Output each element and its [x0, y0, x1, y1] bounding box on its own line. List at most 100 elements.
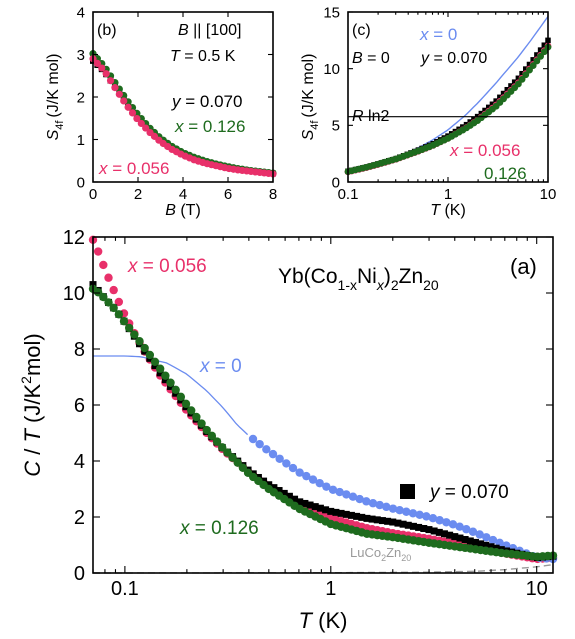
series-x-0-126-point: [145, 350, 155, 360]
x-tick-label: 4: [179, 186, 187, 203]
series-y-0-070-point: [275, 487, 283, 495]
series-x-0-056-point: [104, 273, 113, 282]
series-x-0-point: [435, 516, 444, 525]
series-y-0-070-point: [285, 492, 293, 500]
series-x-0-point: [455, 522, 464, 531]
series-y-0-070-point: [482, 541, 490, 549]
x-tick-label: 10: [526, 578, 548, 600]
series-y-0-070-point: [482, 107, 488, 114]
field-rel: ||: [193, 22, 201, 39]
series-y-0-070-point: [471, 538, 479, 546]
series-y-0-070-point: [489, 101, 496, 108]
series-y-0-070-point: [526, 61, 533, 68]
series-x-0-point: [328, 485, 338, 494]
series-x-0-126-point: [99, 292, 108, 302]
series-y-0-070-point: [415, 523, 423, 531]
series-x-0-056-point: [120, 97, 128, 105]
series-x-0-point: [275, 454, 284, 463]
series-x-0-point: [335, 487, 344, 497]
panel-a-ylabel: C / T (J/K2mol): [18, 333, 45, 477]
series-x-0-126-point: [104, 298, 113, 307]
series-y-0-070-point: [280, 489, 288, 497]
series-x-0-point: [462, 525, 471, 534]
series-x-0-126-point: [202, 425, 211, 435]
panel-a-legend-y070: y = 0.070: [428, 482, 509, 503]
series-x-0-point: [408, 509, 418, 518]
series-x-0-point: [402, 507, 411, 516]
panel-a-marks: [88, 235, 558, 574]
series-x-0-point: [375, 500, 384, 510]
panel-b: 0 2 4 6 8 0 1 2 3 4 (b) B || [100] T = 0.5 K y = …: [45, 4, 277, 219]
y-tick-label: 12: [63, 227, 85, 249]
series-x-0-point: [448, 520, 458, 529]
panel-a-legend-x0: x = 0: [199, 356, 242, 377]
series-y-0-070-point: [493, 98, 499, 104]
y-tick-label: 0: [77, 174, 85, 191]
series-y-0-070-point: [537, 47, 544, 53]
series-y-0-070-point: [420, 525, 428, 533]
series-x-0-point: [362, 497, 371, 506]
series-y-0-070-point: [425, 526, 433, 534]
series-y-0-070-point: [487, 543, 495, 551]
series-x-0-126-point: [166, 378, 175, 387]
series-x-0-point: [475, 530, 484, 539]
series-y-0-070-point: [497, 94, 503, 101]
series-y-0-070-point: [485, 104, 492, 111]
series-y-0-070-point: [523, 66, 529, 72]
x-tick-label: 6: [224, 186, 232, 203]
series-y-0-070-point: [530, 57, 536, 63]
panel-c-marks: [344, 16, 552, 176]
series-y-0-070-point: [270, 484, 278, 492]
series-y-0-070-point: [461, 536, 469, 544]
series-y-0-070-point: [311, 503, 319, 511]
panel-c-ticks: 0.1 1 10 0 5 10 15: [323, 4, 556, 203]
series-x-0-point: [348, 492, 358, 501]
series-x-0-line: [93, 355, 249, 436]
series-x-0-056-point: [99, 260, 108, 270]
series-y-0-070-point: [296, 498, 304, 506]
series-x-0-126-point: [218, 443, 227, 452]
series-x-0-point: [488, 535, 498, 545]
panel-a-legend-x126: x = 0.126: [179, 518, 259, 539]
series-0-126-point: [533, 57, 541, 65]
panel-c-label: (c): [352, 22, 371, 39]
x-tick-label: 1: [444, 186, 452, 203]
series-x-0-point: [248, 434, 258, 444]
series-x-0-126-point: [207, 431, 217, 441]
series-x-0-126-point: [233, 458, 242, 467]
x-tick-label: 0: [89, 186, 97, 203]
field-var: B: [178, 22, 189, 39]
series-0-126-point: [518, 75, 526, 83]
series-x-0-126-point: [171, 385, 180, 394]
series-y-0-070-point: [399, 520, 407, 528]
series-x-0-point: [288, 463, 298, 473]
series-x-0-126-point: [192, 412, 201, 422]
series-y-0-070-point: [430, 527, 438, 535]
series-y-0-070-point: [404, 521, 412, 529]
series-x-0-126-point: [223, 448, 232, 457]
panel-a-ticks: 0.1 1 10 0 2 4 6 8 10 12: [63, 227, 553, 600]
x-tick-label: 2: [134, 186, 142, 203]
series-y-0-070-point: [504, 86, 511, 93]
series-y-0-070-point: [446, 531, 454, 539]
series-x-0-point: [255, 439, 264, 449]
panel-b-ticks: 0 2 4 6 8 0 1 2 3 4: [77, 4, 278, 203]
temp-rest: = 0.5 K: [184, 48, 235, 65]
series-y-0-070-point: [519, 70, 525, 77]
y-tick-label: 6: [74, 395, 85, 417]
series-x-0-point: [295, 468, 304, 477]
panel-a-legend-lu: LuCo2Zn20: [350, 545, 411, 563]
panel-a: 0.1 1 10 0 2 4 6 8 10 12 (a) Yb(Co1-xNix)2Zn20 x …: [18, 227, 558, 633]
series-x-0-126-point: [228, 453, 237, 462]
series-x-0-126-point: [140, 343, 149, 353]
series-x-0-point: [322, 482, 331, 491]
panel-c-rln2-label: R ln2: [352, 108, 389, 125]
series-x-0-056-point: [93, 59, 101, 67]
series-y-0-070-point: [534, 52, 540, 58]
series-y-0-070-point: [378, 517, 386, 525]
panel-b-ylabel: S4f(J/K mol): [45, 54, 66, 141]
y-tick-label: 4: [74, 451, 85, 473]
series-y-0-070-point: [541, 42, 548, 48]
panel-c-field-annotation: B = 0: [352, 50, 390, 67]
